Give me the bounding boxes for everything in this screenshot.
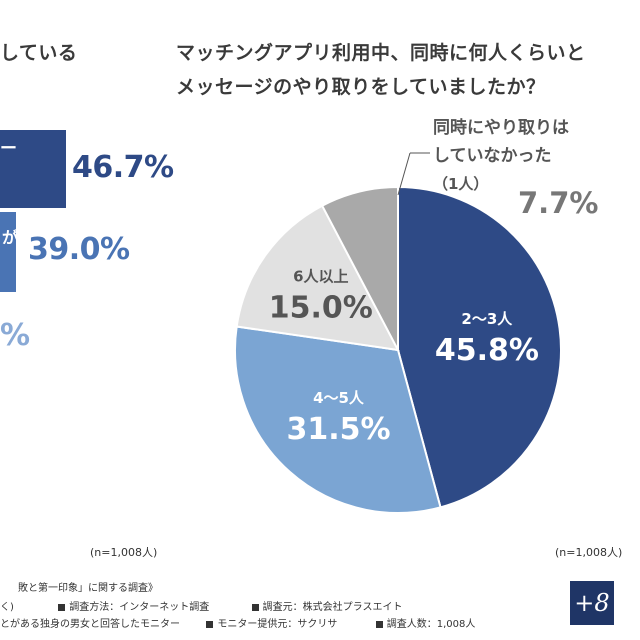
pie-slice-label-1: 2〜3人 [461,310,513,328]
pie-slice-value-2: 31.5% [286,412,390,447]
left-bar-2-label: が [2,228,19,247]
footer-line3-start: とがある独身の男女と回答したモニター [0,619,180,630]
pie-slice-1 [397,185,562,509]
pie-slice-4 [320,185,399,351]
chart-title-line2: メッセージのやり取りをしていましたか？ [176,76,546,98]
bullet-icon [375,620,383,628]
left-bar-2-pct: 39.0% [28,232,130,267]
left-sample-size: (n=1,008人) [90,546,158,559]
callout-pct: 7.7% [518,186,598,220]
left-chart-title-fragment: している [0,42,78,64]
chart-title-line1: マッチングアプリ利用中、同時に何人くらいと [176,42,586,64]
pie-slice-value-3: 15.0% [269,290,373,325]
pie-slice-value-1: 45.8% [435,333,539,368]
footer-provider: モニター提供元：サクリサ [217,619,338,630]
sample-size: (n=1,008人) [555,546,623,559]
pie-slice-label-3: 6人以上 [293,267,348,285]
left-bar-3-pct: % [0,318,30,353]
callout-label-line3: （1人） [433,175,488,193]
footer-survey-title: 敗と第一印象」に関する調査》 [18,583,158,594]
pie-slice-label-2: 4〜5人 [313,389,365,407]
left-bar-1: ー [0,130,66,208]
bullet-icon [251,603,259,611]
callout-leader [397,152,411,196]
footer-line3: とがある独身の男女と回答したモニター モニター提供元：サクリサ 調査人数：1,0… [0,615,475,630]
footer-line2-start: く) [0,602,14,613]
callout-label-line1: 同時にやり取りは [433,117,569,138]
bullet-icon [58,603,66,611]
left-bar-1-pct: 46.7% [72,150,174,185]
footer-method: 調査方法：インターネット調査 [69,602,210,613]
pie-slice-3 [235,204,400,352]
callout-label-line2: していなかった [433,146,552,166]
brand-logo: +8 [570,581,614,625]
footer-count: 調査人数：1,008人 [386,619,476,630]
footer-org: 調査元：株式会社プラスエイト [262,602,403,613]
pie-slice-2 [234,325,442,514]
bullet-icon [206,620,214,628]
footer-line2: く) 調査方法：インターネット調査 調査元：株式会社プラスエイト [0,598,402,613]
left-bar-1-label: ー [0,139,17,159]
left-bar-2: が [0,212,19,292]
